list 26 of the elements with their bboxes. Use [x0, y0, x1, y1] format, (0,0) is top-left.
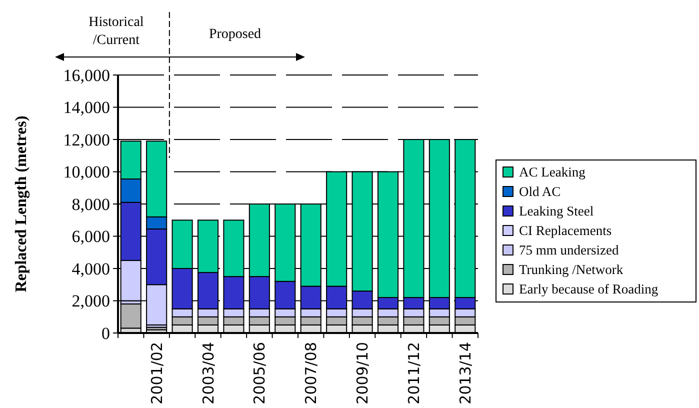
legend-label: 75 mm undersized — [519, 242, 619, 258]
legend-label: Early because of Roading — [519, 282, 658, 297]
x-tick-label: 2001/02 — [148, 342, 166, 404]
legend-label: Old AC — [519, 184, 561, 200]
y-tick-label: 2,000 — [72, 292, 110, 311]
y-tick-label: 14,000 — [63, 98, 110, 118]
y-tick-label: 16,000 — [63, 66, 110, 85]
y-tick-label: 6,000 — [72, 227, 110, 246]
x-tick-label: 2009/10 — [354, 342, 372, 404]
legend-label: Leaking Steel — [519, 204, 594, 219]
y-tick-label: 10,000 — [63, 162, 110, 182]
x-tick-label: 2007/08 — [302, 342, 320, 404]
y-tick-label: 4,000 — [72, 259, 110, 278]
legend-label: CI Replacements — [519, 223, 612, 238]
x-tick-label: 2005/06 — [250, 342, 269, 404]
y-tick-label: 0 — [102, 324, 110, 343]
y-axis-title: Replaced Length (metres) — [13, 116, 30, 292]
legend-label: AC Leaking — [519, 164, 586, 180]
x-tick-label: 2011/12 — [404, 342, 423, 404]
x-tick-label: 2013/14 — [456, 342, 474, 404]
x-tick-label: 2003/04 — [199, 342, 218, 404]
text: Proposed — [208, 27, 262, 42]
y-tick-label: 12,000 — [63, 130, 110, 150]
legend-label: Trunking /Network — [519, 262, 624, 278]
text: Historical /Current — [88, 15, 144, 48]
y-tick-label: 8,000 — [72, 194, 110, 214]
